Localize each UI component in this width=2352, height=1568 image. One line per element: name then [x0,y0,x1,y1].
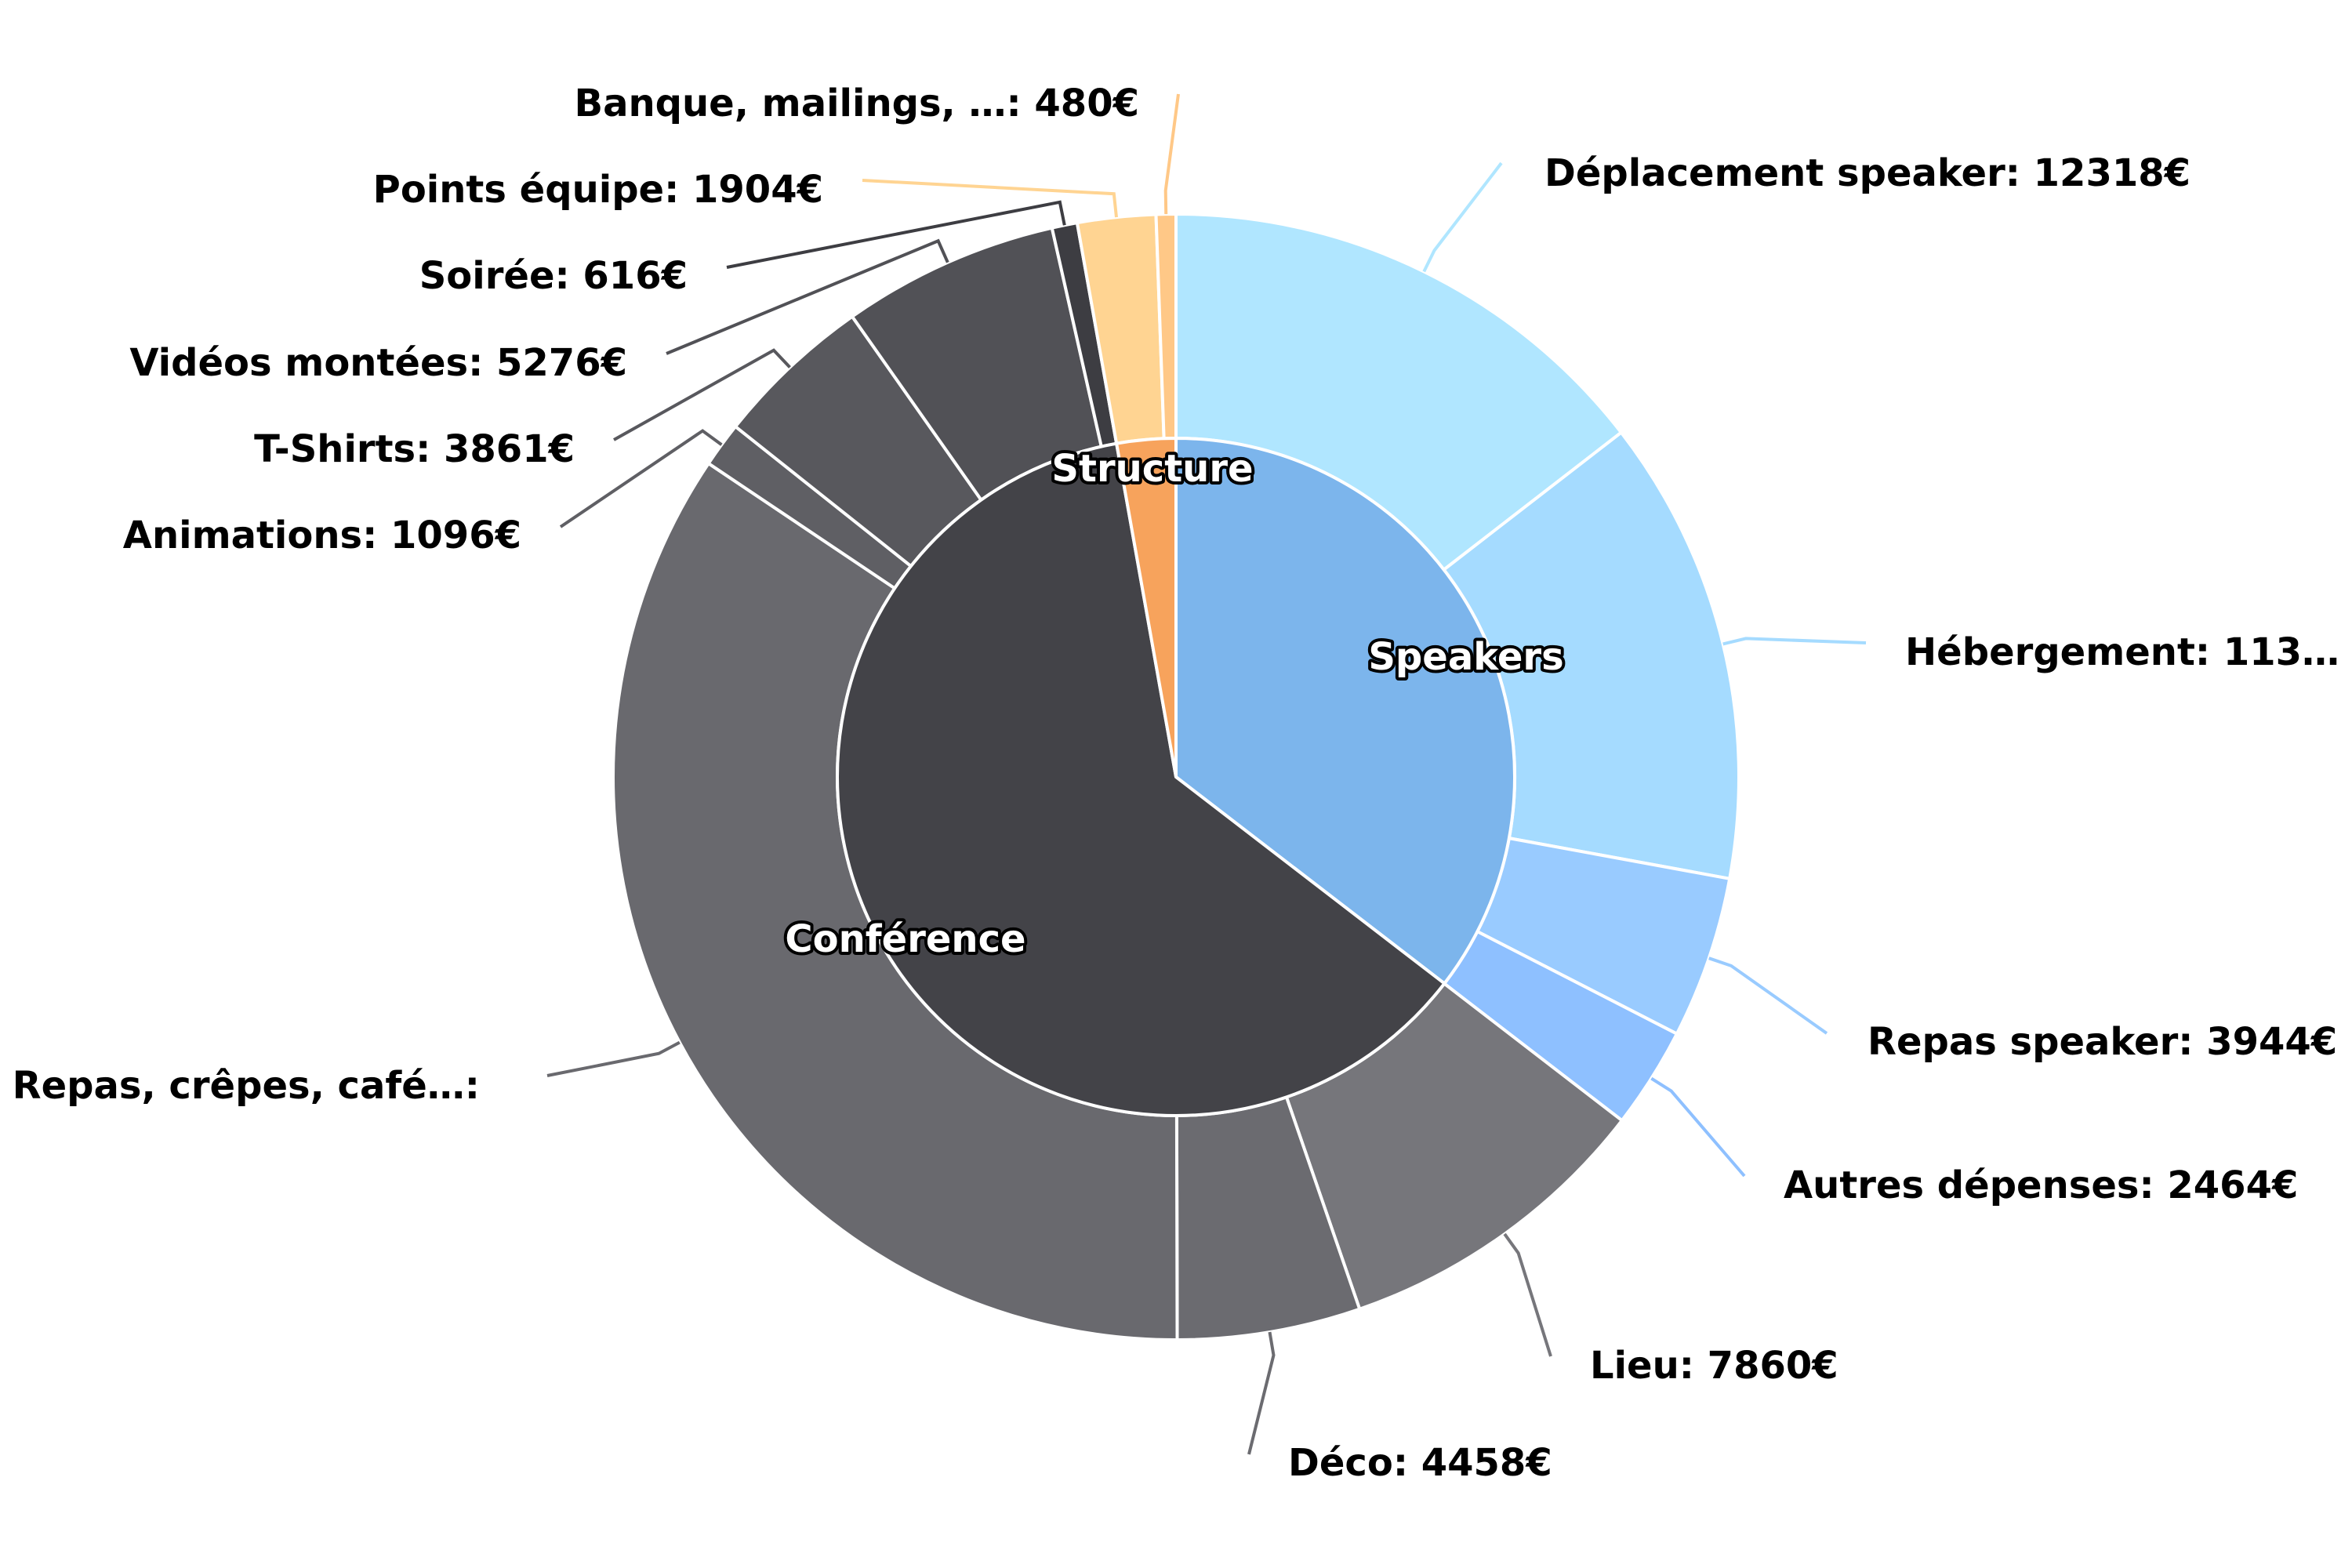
inner-slice-speakers[interactable] [1174,436,1516,986]
inner-label-speakers: Speakers [1368,635,1563,679]
connector-line-soiree [726,200,1066,269]
connector-line-hebergement [1722,637,1867,646]
connector-line-lieu [1503,1232,1552,1357]
connector-line-repas-speaker [1708,956,1828,1035]
connector-line-banque-mailings [1163,93,1180,215]
connector-line-points-equipe [862,179,1118,218]
connector-line-deplacement-speaker [1422,162,1503,273]
outer-label-soiree: Soirée: 616€ [419,254,688,298]
outer-label-animations: Animations: 1096€ [123,514,521,557]
inner-slice-structure[interactable] [1114,436,1178,778]
inner-slice-conference[interactable] [836,441,1447,1117]
connector-line-animations [559,429,723,528]
outer-label-repas-crepes-cafe: Repas, crêpes, café…: [13,1064,480,1108]
connector-line-videos-montees [666,238,949,355]
outer-label-deco: Déco: 4458€ [1288,1441,1552,1485]
inner-label-conference: Conférence [785,917,1025,961]
outer-label-t-shirts: T-Shirts: 3861€ [254,427,575,471]
connector-line-repas-crepes-cafe [546,1040,681,1077]
inner-label-structure: Structure [1051,447,1253,491]
outer-label-repas-speaker: Repas speaker: 3944€ [1867,1020,2337,1064]
outer-label-lieu: Lieu: 7860€ [1590,1344,1838,1388]
outer-label-points-equipe: Points équipe: 1904€ [373,168,823,212]
outer-label-autres-depenses: Autres dépenses: 2464€ [1784,1163,2298,1207]
connector-line-deco [1247,1331,1276,1455]
outer-label-videos-montees: Vidéos montées: 5276€ [129,341,627,385]
outer-label-deplacement-speaker: Déplacement speaker: 12318€ [1544,151,2190,195]
connector-line-autres-depenses [1650,1076,1746,1178]
outer-label-banque-mailings: Banque, mailings, …: 480€ [575,82,1140,125]
outer-label-hebergement: Hébergement: 113… [1905,630,2339,674]
connector-line-t-shirts [613,348,791,441]
